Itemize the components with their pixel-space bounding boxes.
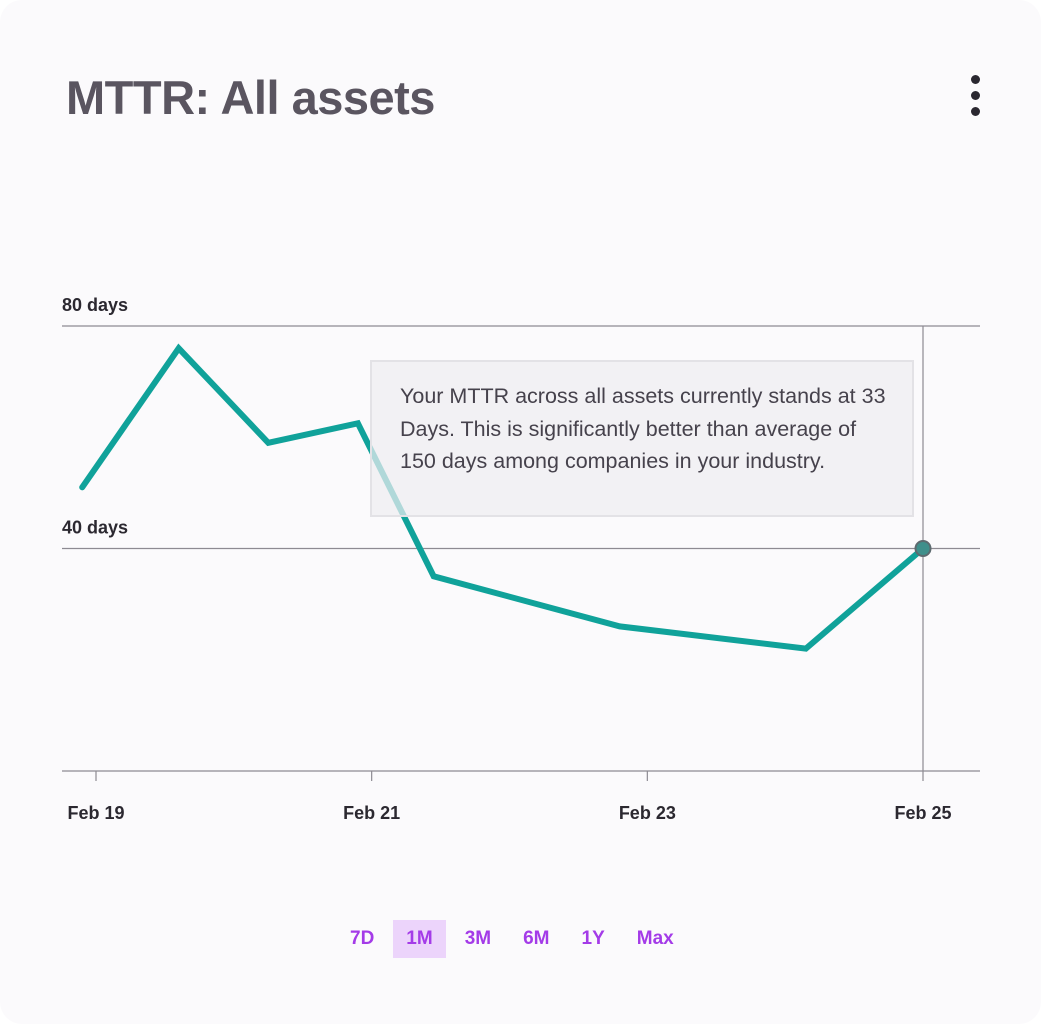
range-option-6m[interactable]: 6M <box>523 928 550 949</box>
chart-axes: 80 days 40 days Feb 19 Feb 21 Feb 23 Feb 25 <box>62 295 980 823</box>
range-option-3m[interactable]: 3M <box>464 928 492 949</box>
x-tick-label: Feb 25 <box>894 803 951 823</box>
insight-tooltip: Your MTTR across all assets currently st… <box>370 360 914 517</box>
range-option-7d[interactable]: 7D <box>350 928 375 949</box>
time-range-selector: 7D 1M 3M 6M 1Y Max <box>337 920 693 958</box>
range-option-max[interactable]: Max <box>636 928 674 949</box>
x-tick-label: Feb 21 <box>343 803 400 823</box>
x-tick-label: Feb 23 <box>619 803 676 823</box>
mttr-line-chart: 80 days 40 days Feb 19 Feb 21 Feb 23 Feb 25 <box>62 295 980 823</box>
card-title: MTTR: All assets <box>66 71 435 124</box>
y-tick-label: 40 days <box>62 518 128 538</box>
range-option-1m[interactable]: 1M <box>393 920 446 958</box>
more-options-button[interactable] <box>956 72 996 120</box>
x-tick-label: Feb 19 <box>67 803 124 823</box>
range-option-1y[interactable]: 1Y <box>581 928 605 949</box>
y-tick-label: 80 days <box>62 295 128 315</box>
highlighted-point-marker <box>914 540 932 557</box>
